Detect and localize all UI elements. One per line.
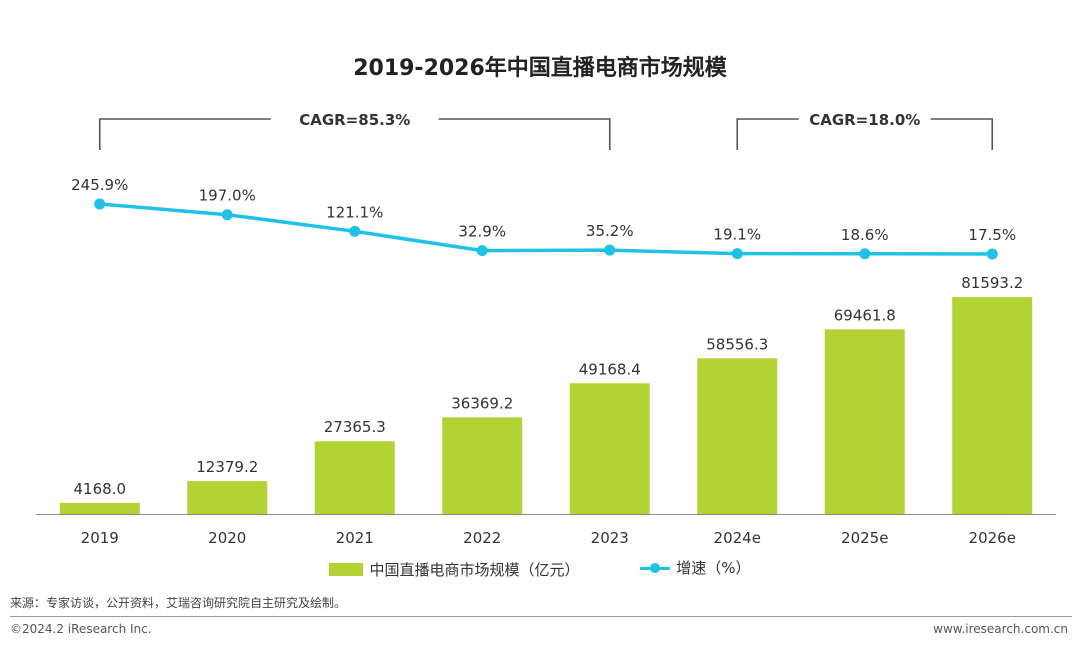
- cagr-bracket-2: [736, 118, 994, 150]
- legend-line-swatch: [640, 560, 671, 576]
- footer-divider: [10, 616, 1072, 617]
- legend-bar-label: 中国直播电商市场规模（亿元）: [369, 560, 580, 579]
- bar-2025e: [824, 329, 905, 514]
- growth-label-2024e: 19.1%: [713, 226, 761, 244]
- legend-item-bar: 中国直播电商市场规模（亿元）: [329, 559, 579, 580]
- growth-point-2025e: [859, 248, 871, 260]
- x-tick-label-2024e: 2024e: [714, 529, 761, 547]
- growth-label-2025e: 18.6%: [841, 226, 889, 244]
- x-tick-label-2023: 2023: [591, 529, 629, 547]
- growth-point-2019: [94, 198, 106, 210]
- cagr-bracket-1: [98, 118, 611, 150]
- bar-value-label-2020: 12379.2: [196, 458, 258, 476]
- cagr-label-1: CAGR=85.3%: [299, 111, 410, 129]
- bar-value-label-2023: 49168.4: [579, 360, 641, 378]
- legend-item-line: 增速（%）: [640, 557, 751, 578]
- bar-value-label-2026e: 81593.2: [961, 274, 1023, 292]
- cagr-label-2: CAGR=18.0%: [809, 111, 920, 129]
- bar-2020: [187, 481, 268, 514]
- chart-title: 2019-2026年中国直播电商市场规模: [353, 56, 727, 81]
- x-tick-label-2025e: 2025e: [841, 529, 888, 547]
- legend-bar-swatch: [329, 562, 364, 576]
- bar-value-label-2022: 36369.2: [451, 394, 513, 412]
- growth-label-2023: 35.2%: [586, 222, 634, 240]
- bar-value-label-2021: 27365.3: [324, 418, 386, 436]
- growth-label-2026e: 17.5%: [968, 226, 1016, 244]
- bar-value-label-2025e: 69461.8: [834, 306, 896, 324]
- x-tick-label-2021: 2021: [336, 529, 374, 547]
- growth-point-2020: [221, 209, 233, 221]
- growth-label-2019: 245.9%: [71, 176, 128, 194]
- copyright-text: ©2024.2 iResearch Inc.: [10, 622, 152, 636]
- growth-label-2022: 32.9%: [458, 223, 506, 241]
- bar-2023: [569, 383, 650, 514]
- x-tick-label-2022: 2022: [463, 529, 501, 547]
- website-text: www.iresearch.com.cn: [933, 622, 1068, 636]
- growth-label-2021: 121.1%: [326, 203, 383, 221]
- growth-point-2023: [604, 244, 616, 256]
- growth-point-2021: [349, 225, 361, 237]
- bar-value-label-2019: 4168.0: [74, 480, 127, 498]
- chart-legend: 中国直播电商市场规模（亿元） 增速（%）: [0, 557, 1080, 580]
- x-tick-label-2020: 2020: [208, 529, 246, 547]
- source-note: 来源：专家访谈，公开资料，艾瑞咨询研究院自主研究及绘制。: [10, 596, 347, 610]
- bar-value-label-2024e: 58556.3: [706, 335, 768, 353]
- growth-point-2024e: [731, 248, 743, 260]
- growth-label-2020: 197.0%: [199, 187, 256, 205]
- growth-point-2022: [476, 245, 488, 257]
- growth-point-2026e: [986, 248, 998, 260]
- x-tick-label-2026e: 2026e: [969, 529, 1016, 547]
- legend-line-label: 增速（%）: [676, 559, 751, 577]
- bar-2024e: [697, 358, 778, 514]
- bar-2026e: [952, 297, 1033, 514]
- bar-2021: [314, 441, 395, 514]
- x-tick-label-2019: 2019: [81, 529, 119, 547]
- bar-2019: [59, 502, 140, 514]
- growth-rate-line: [99, 202, 993, 256]
- bar-2022: [442, 417, 523, 514]
